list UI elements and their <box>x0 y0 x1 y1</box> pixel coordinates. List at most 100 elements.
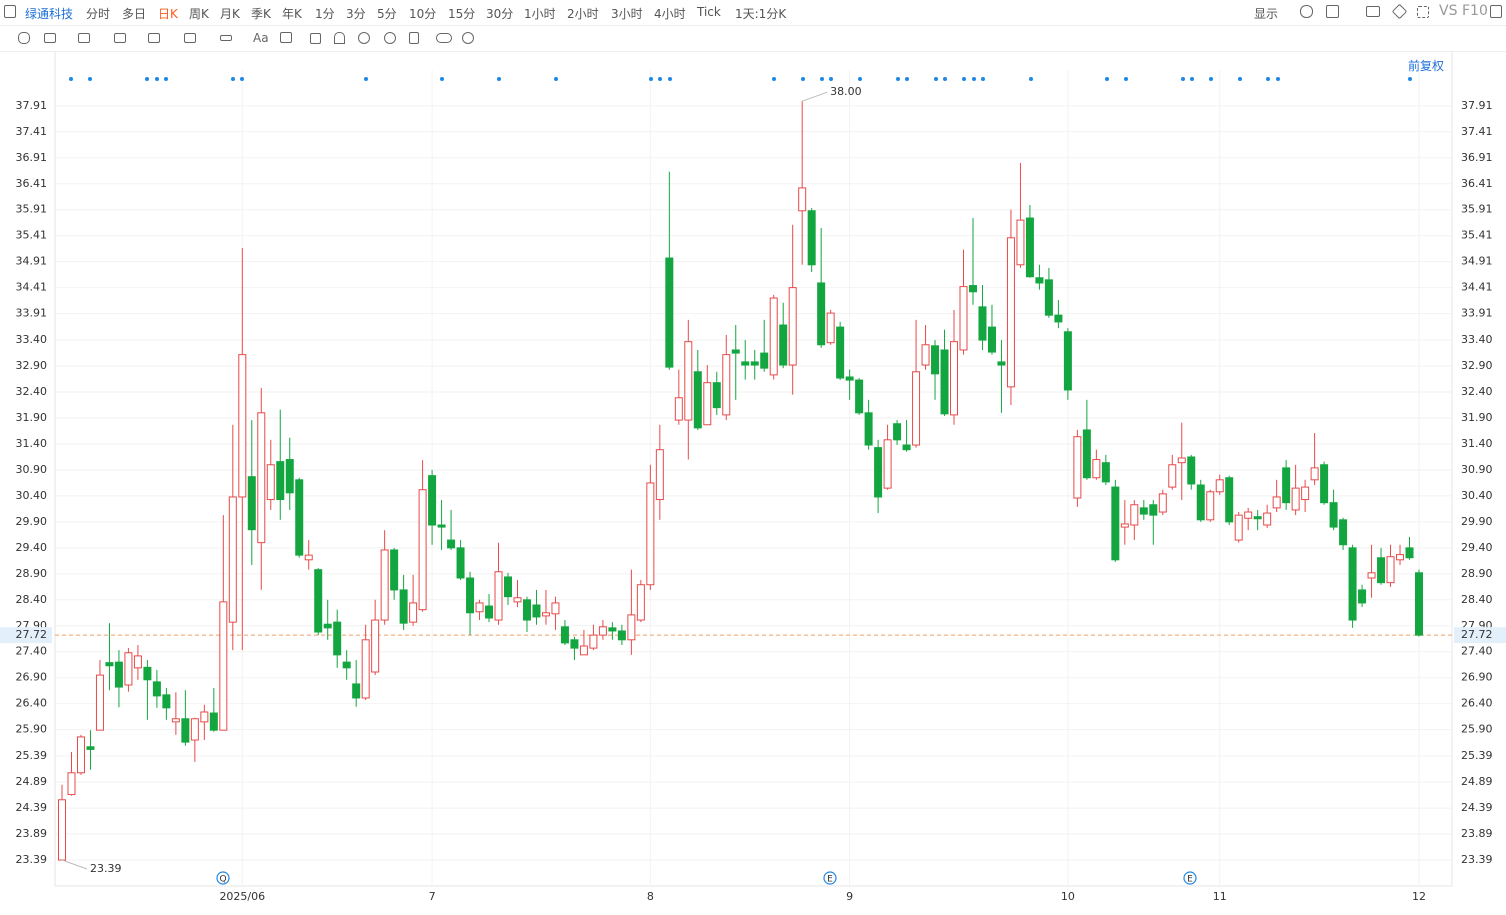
tool[interactable] <box>220 35 232 41</box>
candle-body <box>238 354 247 498</box>
candle-body <box>1396 554 1405 561</box>
period[interactable]: 1分 <box>315 7 335 21</box>
candle-body <box>712 382 721 409</box>
candle-body <box>1348 547 1357 621</box>
candle-body <box>940 349 949 415</box>
period[interactable]: 分时 <box>86 7 111 21</box>
period[interactable]: 2小时 <box>567 7 599 21</box>
tool[interactable] <box>436 33 452 43</box>
panel-icon[interactable] <box>1490 5 1502 18</box>
period[interactable]: 年K <box>282 7 302 21</box>
candle-body <box>522 599 531 621</box>
period[interactable]: 4小时 <box>654 7 686 21</box>
adjust-mode[interactable]: 前复权 <box>1408 59 1445 73</box>
candle-body <box>665 257 674 368</box>
tool[interactable] <box>409 32 419 44</box>
period[interactable]: 10分 <box>409 7 437 21</box>
event-dot <box>164 77 168 81</box>
tool[interactable] <box>148 33 160 43</box>
candle-body <box>1301 486 1310 501</box>
stock-name[interactable]: 绿通科技 <box>25 7 74 21</box>
candle-body <box>541 612 550 617</box>
last-price-box-right <box>1454 627 1506 644</box>
period[interactable]: 3分 <box>346 7 366 21</box>
period[interactable]: 季K <box>251 7 271 21</box>
candle-body <box>190 718 199 741</box>
candle-body <box>456 547 465 579</box>
chart: 23.39 23.39 23.89 23.89 24.39 24.39 24.89 24.89… <box>0 51 1506 903</box>
candle-body <box>171 718 180 723</box>
tool[interactable] <box>358 32 370 44</box>
candle-body <box>1291 487 1300 511</box>
candle-body <box>1082 429 1091 479</box>
candle-body <box>1225 477 1234 523</box>
tool[interactable] <box>184 33 196 43</box>
candle-body <box>959 286 968 351</box>
tool[interactable] <box>114 33 126 43</box>
candle-body <box>779 324 788 366</box>
candle-body <box>608 627 617 632</box>
layout-icon[interactable] <box>1326 5 1339 18</box>
period[interactable]: 15分 <box>448 7 476 21</box>
fullscreen-icon[interactable] <box>1417 6 1429 18</box>
y-tick-label: 29.90 <box>16 515 48 528</box>
y-tick-label: 34.41 <box>16 281 48 294</box>
candle-body <box>1272 496 1281 509</box>
display-menu[interactable]: 显示 <box>1254 7 1279 21</box>
candle-body <box>447 539 456 549</box>
settings-icon[interactable] <box>1300 5 1313 18</box>
candle-body <box>181 718 190 743</box>
candle-body <box>883 439 892 489</box>
period[interactable]: 周K <box>189 7 209 21</box>
tool[interactable] <box>310 33 321 44</box>
y-tick-label-right: 37.41 <box>1461 125 1493 138</box>
tool[interactable] <box>280 32 292 43</box>
y-tick-label-right: 26.90 <box>1461 671 1493 684</box>
tool[interactable] <box>462 32 474 44</box>
candle-body <box>1101 462 1110 483</box>
text-tool[interactable]: Aa <box>253 31 269 45</box>
period-active[interactable]: 日K <box>158 7 178 21</box>
candle-body <box>798 187 807 212</box>
period[interactable]: 月K <box>220 7 240 21</box>
y-tick-label-right: 35.91 <box>1461 203 1493 216</box>
event-dot <box>69 77 73 81</box>
event-dot <box>88 77 92 81</box>
y-tick-label: 32.40 <box>16 385 48 398</box>
period[interactable]: Tick <box>697 5 721 19</box>
event-dot <box>497 77 501 81</box>
candle-body <box>788 287 797 366</box>
candle-body <box>902 444 911 451</box>
candle-body <box>428 475 437 526</box>
tool[interactable] <box>78 33 90 43</box>
candle-body <box>1263 512 1272 526</box>
candle-body <box>1063 331 1072 391</box>
tool[interactable] <box>384 32 396 44</box>
draw-icon[interactable] <box>1391 3 1408 20</box>
candle-body <box>352 683 361 699</box>
camera-icon[interactable] <box>1366 6 1380 17</box>
compare[interactable]: VS <box>1439 3 1458 19</box>
event-dot <box>1190 77 1194 81</box>
y-tick-label-right: 33.40 <box>1461 333 1493 346</box>
y-tick-label-right: 31.40 <box>1461 437 1493 450</box>
candle-body <box>228 496 237 623</box>
tool[interactable] <box>18 32 30 44</box>
candle-body <box>817 282 826 346</box>
y-tick-label: 33.91 <box>16 307 48 320</box>
candle-body <box>133 655 142 669</box>
period[interactable]: 1小时 <box>524 7 556 21</box>
custom-period[interactable]: 1天:1分K <box>735 7 787 21</box>
y-tick-label: 28.90 <box>16 567 48 580</box>
candle-body <box>722 354 731 416</box>
tool[interactable] <box>334 32 345 44</box>
period[interactable]: 30分 <box>486 7 514 21</box>
tool[interactable] <box>44 33 56 43</box>
period[interactable]: 5分 <box>377 7 397 21</box>
period[interactable]: 多日 <box>122 7 147 21</box>
sidebar-icon[interactable] <box>4 5 16 18</box>
period[interactable]: 3小时 <box>611 7 643 21</box>
f10[interactable]: F10 <box>1462 3 1488 19</box>
candle-body <box>76 736 85 774</box>
y-tick-label-right: 33.91 <box>1461 307 1493 320</box>
